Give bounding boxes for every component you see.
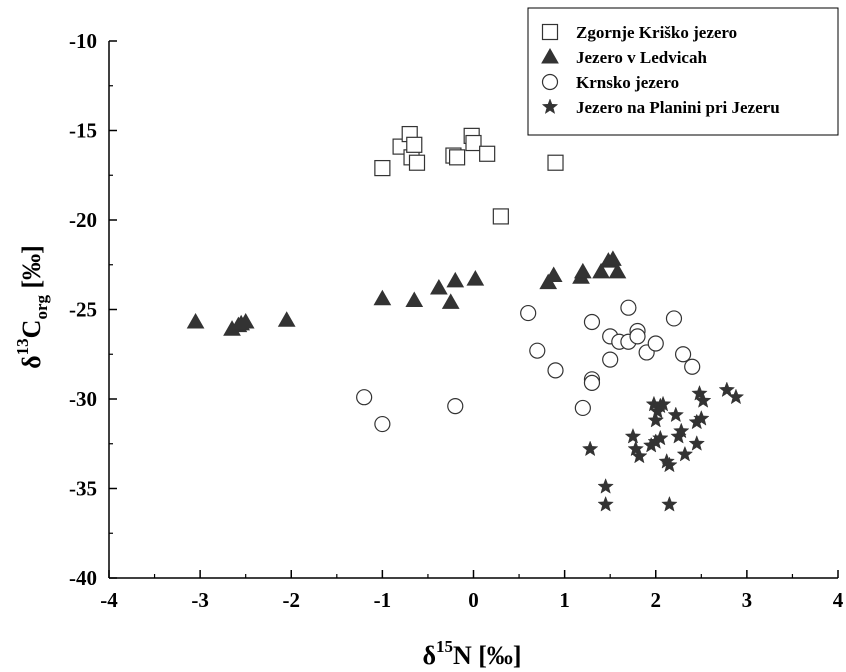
legend-marker <box>541 47 559 64</box>
data-point <box>277 311 296 327</box>
y-axis-label: δ13Corg [‰] <box>13 245 51 369</box>
data-point <box>667 406 685 423</box>
y-tick-label: -20 <box>69 208 97 232</box>
x-tick-label: 2 <box>651 588 662 612</box>
x-tick-label: -2 <box>283 588 301 612</box>
data-point <box>620 299 637 316</box>
data-point <box>547 154 564 171</box>
data-point <box>631 447 648 464</box>
x-tick-label: 4 <box>833 588 844 612</box>
data-point <box>665 310 683 327</box>
data-point <box>479 145 496 162</box>
data-point <box>652 429 669 446</box>
data-point <box>718 381 736 398</box>
y-tick-label: -15 <box>69 119 97 143</box>
chart-points <box>186 125 745 512</box>
data-point <box>529 342 546 359</box>
data-point <box>627 440 644 457</box>
data-point <box>661 495 678 512</box>
data-point <box>441 293 460 309</box>
data-point <box>465 134 482 152</box>
data-point <box>573 262 592 279</box>
legend-marker <box>541 73 559 91</box>
data-point <box>694 392 712 408</box>
data-point <box>236 313 255 329</box>
series-2 <box>186 250 627 336</box>
data-point <box>597 495 614 512</box>
data-point <box>406 136 423 153</box>
data-point <box>608 262 627 279</box>
series-3 <box>356 299 701 433</box>
y-tick-label: -35 <box>69 477 97 501</box>
data-point <box>544 266 563 282</box>
data-point <box>466 270 485 286</box>
data-point <box>405 291 424 308</box>
series-1 <box>374 125 564 225</box>
data-point <box>672 422 690 439</box>
y-tick-label: -10 <box>69 29 97 53</box>
data-point <box>430 279 448 295</box>
data-point <box>547 362 564 379</box>
legend-label: Jezero na Planini pri Jezeru <box>576 98 780 117</box>
data-point <box>574 399 591 417</box>
y-tick-label: -30 <box>69 387 97 411</box>
data-point <box>583 374 601 391</box>
data-point <box>688 435 706 451</box>
data-point <box>647 335 664 352</box>
data-point <box>492 208 509 225</box>
legend-label: Zgornje Kriško jezero <box>576 23 737 42</box>
data-point <box>583 313 601 331</box>
data-point <box>581 440 599 457</box>
data-point <box>624 427 642 444</box>
legend: Zgornje Kriško jezero Jezero v Ledvicah Kr… <box>527 7 839 136</box>
data-point <box>727 388 745 405</box>
data-point <box>691 384 708 401</box>
legend-marker <box>541 23 559 41</box>
data-point <box>674 346 692 363</box>
data-point <box>602 351 619 368</box>
legend-box <box>527 7 839 136</box>
legend-label: Krnsko jezero <box>576 73 679 92</box>
data-point <box>693 409 710 426</box>
chart-ticks: -4 -3 -2 -1 0 1 2 3 4-40-35-30-25-20-15-10 <box>69 29 844 612</box>
data-point <box>356 389 373 406</box>
data-point <box>654 395 672 412</box>
x-tick-label: -3 <box>191 588 209 612</box>
data-point <box>629 328 646 345</box>
data-point <box>408 154 426 171</box>
x-axis-label: δ15N [‰] <box>422 637 521 670</box>
data-point <box>447 398 464 415</box>
data-point <box>661 456 678 473</box>
series-4 <box>581 381 745 512</box>
data-point <box>448 149 466 166</box>
data-point <box>374 159 391 177</box>
data-point <box>446 271 465 288</box>
data-point <box>520 304 537 322</box>
y-tick-label: -25 <box>69 298 97 322</box>
legend-marker <box>541 98 559 115</box>
data-point <box>374 415 391 433</box>
data-point <box>647 411 665 428</box>
x-tick-label: -1 <box>374 588 392 612</box>
legend-label: Jezero v Ledvicah <box>576 48 707 67</box>
data-point <box>373 289 392 306</box>
data-point <box>592 262 610 279</box>
data-point <box>186 313 205 329</box>
data-point <box>642 436 660 453</box>
data-point <box>684 358 701 375</box>
x-tick-label: 3 <box>742 588 753 612</box>
y-tick-label: -40 <box>69 566 97 590</box>
data-point <box>676 445 694 462</box>
x-tick-label: 0 <box>468 588 479 612</box>
data-point <box>604 250 622 266</box>
x-tick-label: -4 <box>100 588 118 612</box>
x-tick-label: 1 <box>559 588 570 612</box>
data-point <box>597 478 614 494</box>
